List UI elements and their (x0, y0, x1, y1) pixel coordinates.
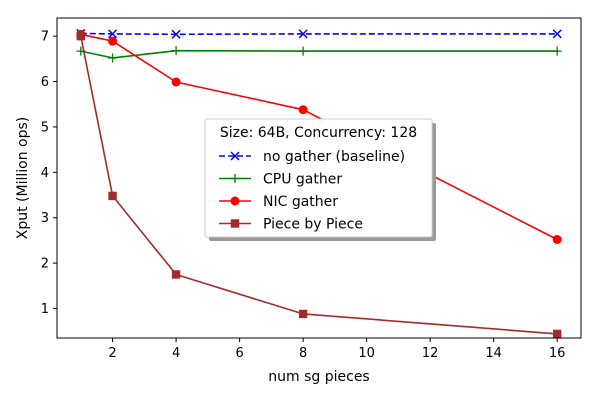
data-point-2-2 (171, 77, 181, 87)
legend: Size: 64B, Concurrency: 128 no gather (b… (204, 118, 436, 241)
x-tick-label-1: 4 (172, 346, 180, 361)
data-point-2-1 (108, 36, 118, 46)
x-axis-label: num sg pieces (268, 369, 369, 385)
data-point-1-2 (171, 46, 181, 56)
data-point-3-4 (552, 329, 562, 339)
data-point-1-4 (552, 46, 562, 56)
y-tick-label-4: 5 (41, 120, 49, 135)
legend-entry-2: NIC gather (219, 194, 338, 210)
legend-label-0: no gather (baseline) (263, 149, 405, 165)
data-point-3-3 (298, 309, 308, 319)
data-point-0-4 (552, 29, 562, 39)
data-point-0-1 (108, 29, 118, 39)
series-line-0 (80, 32, 558, 36)
data-point-3-0 (76, 31, 86, 41)
y-tick-label-3: 4 (41, 166, 49, 181)
y-tick-label-0: 1 (41, 302, 49, 317)
data-point-3-1 (108, 191, 117, 201)
x-tick-label-0: 2 (108, 346, 116, 361)
legend-marker-0 (230, 151, 240, 161)
legend-entry-0: no gather (baseline) (219, 149, 405, 165)
legend-marker-3 (230, 219, 240, 228)
data-point-0-2 (171, 29, 181, 39)
x-tick-label-5: 12 (422, 346, 439, 361)
legend-entry-1: CPU gather (219, 172, 342, 188)
legend-label-2: NIC gather (263, 194, 338, 210)
legend-title: Size: 64B, Concurrency: 128 (220, 125, 417, 141)
legend-label-1: CPU gather (263, 172, 342, 188)
legend-box (204, 118, 433, 238)
data-point-2-3 (298, 105, 308, 115)
data-point-1-3 (298, 46, 308, 56)
y-tick-label-6: 7 (41, 30, 49, 45)
x-tick-label-3: 8 (299, 346, 307, 361)
data-point-2-4 (552, 235, 562, 245)
y-tick-label-1: 2 (41, 257, 49, 272)
plot-frame (56, 17, 582, 339)
legend-label-3: Piece by Piece (263, 217, 363, 233)
legend-entry-3: Piece by Piece (219, 217, 363, 233)
legend-marker-2 (230, 196, 240, 206)
legend-entries: no gather (baseline) CPU gather NIC gather… (219, 149, 405, 233)
data-point-1-1 (108, 53, 118, 63)
x-tick-label-4: 10 (358, 346, 375, 361)
data-point-3-2 (171, 270, 181, 279)
x-tick-label-2: 6 (235, 346, 243, 361)
series-line-1 (80, 49, 558, 59)
y-tick-label-5: 6 (41, 75, 49, 90)
x-tick-label-6: 14 (485, 346, 502, 361)
legend-marker-1 (230, 174, 240, 183)
data-point-0-3 (298, 29, 308, 39)
y-axis-label: Xput (Million ops) (15, 117, 31, 240)
y-tick-label-2: 3 (41, 211, 49, 226)
x-tick-label-7: 16 (549, 346, 566, 361)
